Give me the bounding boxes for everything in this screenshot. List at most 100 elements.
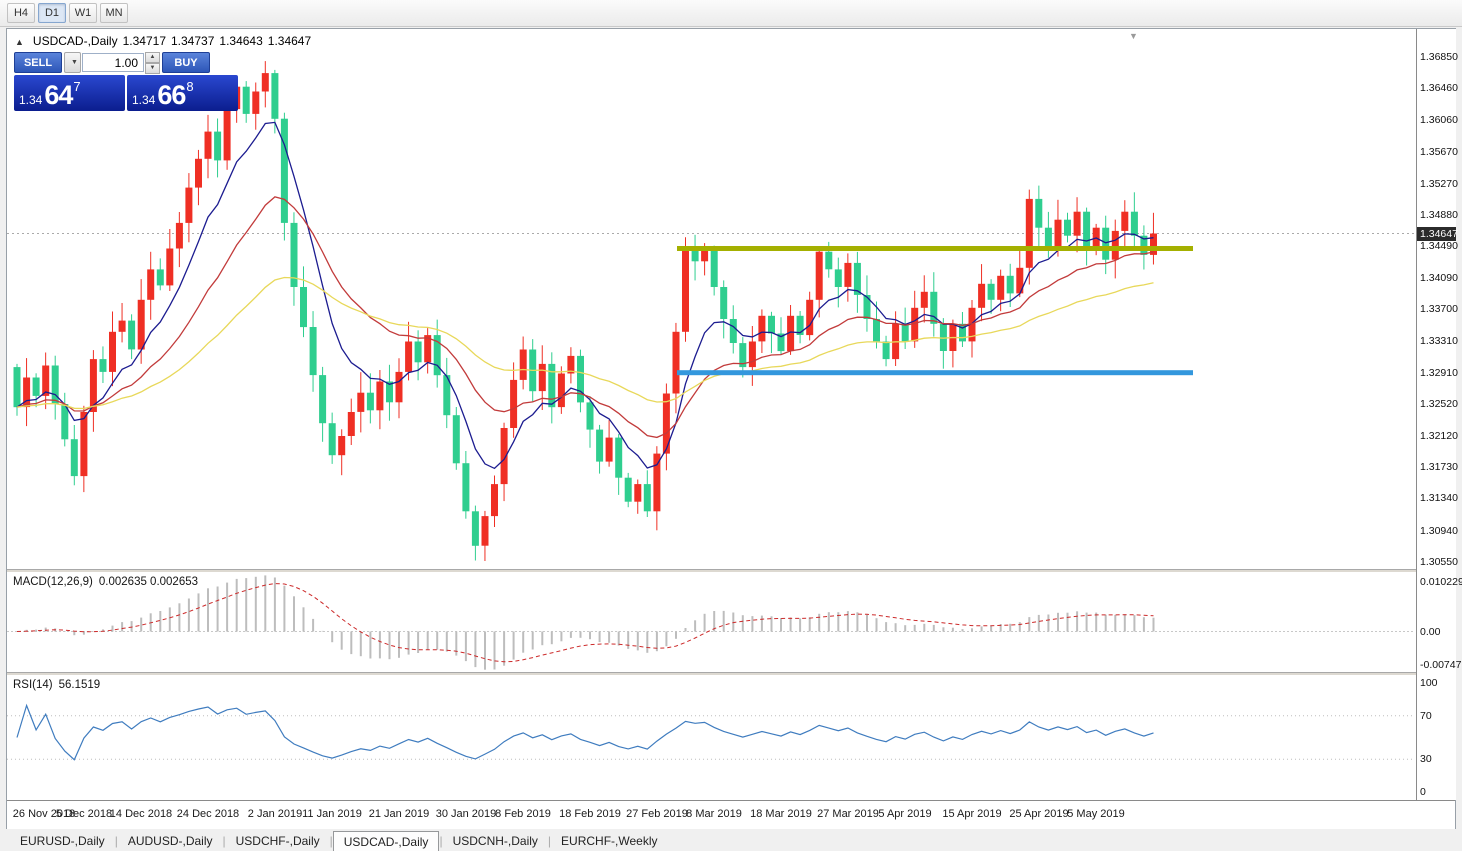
sell-price-box[interactable]: 1.34 64 7: [14, 75, 125, 111]
chart-shift-marker-icon[interactable]: ▼: [1129, 31, 1138, 41]
candle-body: [1044, 227, 1052, 247]
timeframe-button-d1[interactable]: D1: [38, 3, 66, 23]
candle-body: [510, 379, 518, 428]
candle-body: [195, 158, 202, 188]
time-axis-label: 11 Jan 2019: [302, 808, 362, 820]
chart-tab-audusd[interactable]: AUDUSD-,Daily: [127, 834, 213, 848]
rsi-pane[interactable]: [7, 675, 1415, 800]
candle-body: [1054, 219, 1062, 247]
candle-body: [959, 323, 966, 342]
candle-body: [271, 73, 279, 119]
candle-body: [500, 428, 508, 485]
horizontal-line-object[interactable]: [677, 246, 1193, 251]
candle-body: [672, 331, 680, 394]
tab-separator: |: [329, 834, 333, 848]
candle-body: [109, 331, 116, 372]
candle-body: [586, 402, 594, 430]
price-axis-label: 1.36850: [1420, 51, 1458, 63]
time-axis-label: 5 Apr 2019: [878, 808, 932, 820]
buy-price-base: 1.34: [132, 93, 156, 107]
timeframe-button-h4[interactable]: H4: [7, 3, 35, 23]
collapse-panel-icon[interactable]: ▲: [15, 37, 24, 47]
ohlc-close: 1.34647: [267, 34, 312, 48]
one-click-trading-panel: SELL ▼ ▲ ▼ BUY 1.34 64 7 1.34 66 8: [14, 52, 240, 111]
volume-dropdown-button[interactable]: ▼: [64, 52, 81, 73]
pane-splitter[interactable]: [7, 569, 1455, 572]
candle-body: [901, 323, 909, 342]
time-axis-label: 15 Apr 2019: [942, 808, 1002, 820]
candle-body: [424, 335, 432, 363]
stepper-down-icon[interactable]: ▼: [145, 63, 160, 74]
price-axis-label: 1.32910: [1420, 367, 1458, 379]
ohlc-low: 1.34643: [219, 34, 263, 48]
price-axis-label: 1.34490: [1420, 240, 1458, 252]
candle-body: [873, 319, 880, 342]
volume-input[interactable]: [82, 53, 144, 72]
timeframe-button-mn[interactable]: MN: [100, 3, 128, 23]
candle-body: [538, 363, 546, 392]
macd-pane[interactable]: [7, 572, 1415, 672]
candle-body: [911, 307, 919, 342]
tab-separator: |: [222, 834, 226, 848]
candle-body: [863, 295, 871, 319]
chart-tab-usdchf[interactable]: USDCHF-,Daily: [235, 834, 320, 848]
macd-indicator-label: MACD(12,26,9) 0.002635 0.002653: [13, 576, 199, 588]
price-axis-label: 1.35670: [1420, 146, 1458, 158]
candle-body: [166, 248, 174, 286]
candle-body: [643, 484, 651, 512]
price-chart-pane[interactable]: [7, 29, 1415, 569]
candle-body: [758, 315, 766, 342]
candle-body: [376, 381, 384, 411]
buy-price-box[interactable]: 1.34 66 8: [127, 75, 238, 111]
chart-tab-usdcnh[interactable]: USDCNH-,Daily: [452, 834, 538, 848]
candle-body: [99, 359, 107, 372]
chart-tab-eurchf[interactable]: EURCHF-,Weekly: [561, 834, 658, 848]
rsi-axis-label: 30: [1420, 753, 1432, 765]
candle-body: [987, 283, 995, 300]
candle-body: [978, 283, 986, 308]
tab-separator: |: [439, 834, 443, 848]
volume-stepper[interactable]: ▲ ▼: [145, 52, 160, 74]
candle-body: [328, 423, 336, 456]
candle-body: [1016, 267, 1024, 294]
horizontal-line-object[interactable]: [677, 370, 1193, 376]
macd-signal-line: [16, 583, 1154, 663]
chart-tab-usdcad[interactable]: USDCAD-,Daily: [332, 831, 440, 851]
time-axis-label: 8 Feb 2019: [495, 808, 551, 820]
pane-splitter[interactable]: [7, 672, 1455, 675]
price-axis-label: 1.34090: [1420, 272, 1458, 284]
buy-button[interactable]: BUY: [162, 52, 210, 73]
candle-body: [128, 320, 136, 350]
candle-body: [1102, 227, 1110, 260]
timeframe-button-w1[interactable]: W1: [69, 3, 97, 23]
candle-body: [834, 269, 842, 287]
candle-body: [739, 343, 747, 368]
candle-body: [185, 187, 193, 223]
candle-body: [596, 429, 604, 462]
candle-body: [300, 287, 307, 328]
candle-body: [720, 287, 728, 319]
candle-body: [1092, 227, 1100, 247]
candle-body: [787, 315, 795, 352]
price-axis-label: 1.31340: [1420, 492, 1458, 504]
candle-body: [662, 393, 670, 454]
candle-body: [691, 246, 699, 262]
rsi-axis-label: 0: [1420, 786, 1426, 798]
price-axis-label: 1.36460: [1420, 82, 1458, 94]
candle-body: [386, 381, 393, 403]
sell-button[interactable]: SELL: [14, 52, 62, 73]
candle-body: [89, 359, 97, 412]
timeframe-toolbar: H4 D1 W1 MN: [0, 0, 1462, 27]
chart-tab-eurusd[interactable]: EURUSD-,Daily: [20, 834, 105, 848]
chart-window: 1.34647 1.36850 1.36460 1.36060 1.35670 1.35…: [6, 28, 1462, 829]
stepper-up-icon[interactable]: ▲: [145, 52, 160, 63]
time-axis-label: 21 Jan 2019: [368, 808, 430, 820]
candle-body: [491, 484, 498, 517]
time-axis-label: 27 Mar 2019: [817, 808, 879, 820]
candle-body: [1150, 233, 1157, 255]
candle-body: [80, 412, 88, 477]
macd-axis-label: 0.00: [1420, 626, 1441, 638]
buy-price-pips: 66: [157, 80, 186, 110]
candle-body: [414, 341, 422, 363]
candle-body: [710, 249, 718, 287]
